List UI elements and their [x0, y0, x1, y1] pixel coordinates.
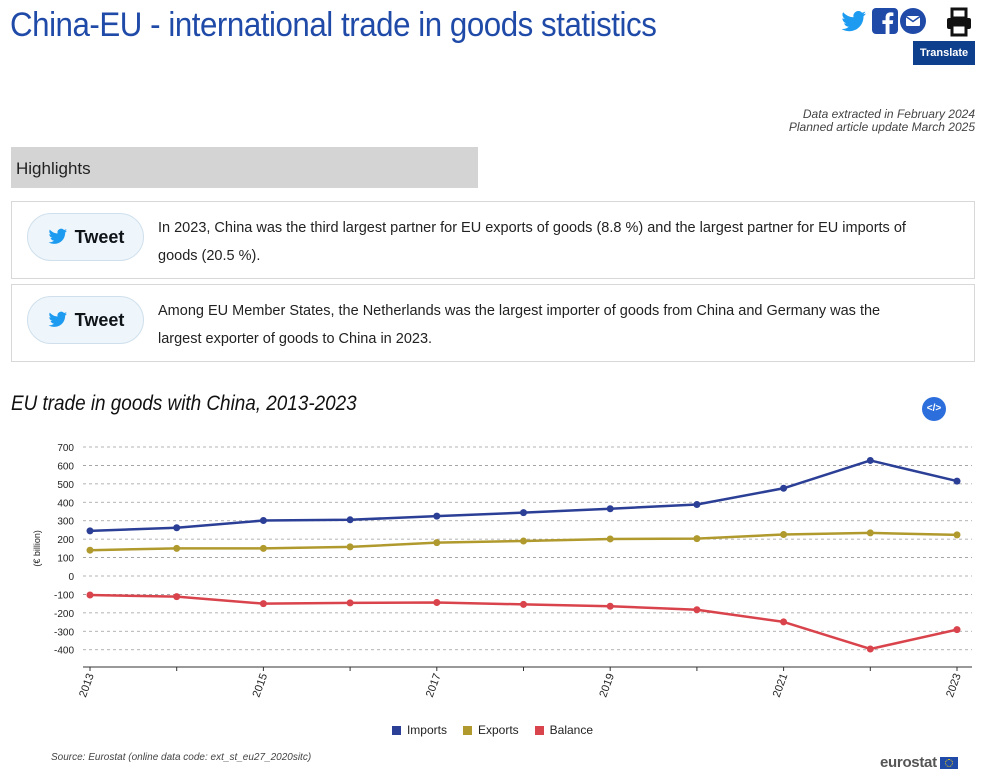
highlight-item: Tweet In 2023, China was the third large…: [11, 201, 975, 279]
data-point-exports: [693, 535, 701, 543]
legend-label: Imports: [406, 723, 447, 737]
legend-swatch: [462, 725, 472, 735]
data-point-exports: [259, 544, 267, 552]
data-point-balance: [173, 593, 181, 601]
y-tick-label: -200: [54, 609, 74, 620]
article-meta: Data extracted in February 2024 Planned …: [789, 108, 975, 134]
data-point-imports: [866, 456, 874, 464]
legend-swatch: [391, 725, 401, 735]
data-point-imports: [173, 524, 181, 532]
y-tick-label: -400: [54, 646, 74, 657]
highlight-item: Tweet Among EU Member States, the Nether…: [11, 284, 975, 362]
tweet-button[interactable]: Tweet: [27, 296, 144, 344]
data-point-balance: [433, 599, 441, 607]
y-tick-label: -100: [54, 590, 74, 601]
highlight-text: Among EU Member States, the Netherlands …: [158, 303, 881, 347]
data-point-balance: [259, 600, 267, 608]
line-chart: 700 600 500 400 300 200 100 0 -100 -200 -300 -400 (€…: [32, 443, 972, 699]
highlights-heading: Highlights: [16, 159, 91, 178]
x-tick-label: 2013: [77, 672, 97, 699]
data-point-balance: [953, 626, 961, 634]
legend-label: Balance: [549, 723, 594, 737]
data-point-balance: [693, 606, 701, 614]
tweet-button[interactable]: Tweet: [27, 213, 144, 261]
eurostat-logo: eurostat: [880, 754, 958, 771]
logo-text: eurostat: [880, 754, 937, 771]
translate-button[interactable]: Translate: [913, 41, 975, 65]
tweet-label: Tweet: [74, 226, 125, 247]
planned-update-date: Planned article update March 2025: [788, 120, 975, 134]
data-point-imports: [780, 484, 788, 492]
email-icon[interactable]: [899, 7, 927, 35]
y-tick-label: 500: [57, 480, 74, 491]
data-point-exports: [346, 543, 354, 551]
y-tick-label: 600: [57, 461, 74, 472]
legend-item-balance[interactable]: Balance: [534, 723, 594, 737]
data-point-imports: [86, 527, 94, 535]
chart-source: Source: Eurostat (online data code: ext_…: [51, 752, 312, 763]
twitter-icon[interactable]: [840, 7, 868, 35]
y-tick-label: -300: [54, 627, 74, 638]
legend-swatch: [534, 725, 544, 735]
data-point-balance: [520, 600, 527, 608]
highlight-text: In 2023, China was the third largest par…: [158, 220, 906, 264]
data-point-balance: [86, 591, 94, 599]
data-point-imports: [693, 500, 701, 508]
data-point-imports: [346, 516, 354, 524]
y-tick-label: 200: [57, 535, 74, 546]
data-point-exports: [866, 529, 874, 537]
y-tick-label: 100: [57, 554, 74, 565]
x-tick-label: 2021: [771, 672, 791, 699]
data-point-imports: [606, 505, 614, 513]
data-point-exports: [780, 531, 788, 539]
data-point-imports: [259, 517, 267, 525]
data-extracted-date: Data extracted in February 2024: [802, 107, 975, 121]
x-tick-label: 2019: [597, 672, 617, 699]
y-tick-label: 300: [57, 517, 74, 528]
legend-label: Exports: [477, 723, 519, 737]
data-point-imports: [520, 509, 527, 517]
print-icon[interactable]: [944, 7, 974, 37]
legend-item-imports[interactable]: Imports: [391, 723, 447, 737]
legend-item-exports[interactable]: Exports: [462, 723, 519, 737]
chart-title: EU trade in goods with China, 2013-2023: [11, 392, 357, 415]
data-point-exports: [173, 544, 181, 552]
data-point-exports: [433, 539, 441, 547]
series-line-imports: [89, 459, 958, 533]
x-tick-label: 2017: [424, 672, 444, 699]
embed-code-button[interactable]: </>: [922, 397, 946, 421]
page-title: China-EU - international trade in goods …: [10, 6, 657, 44]
eu-flag-icon: [939, 756, 958, 769]
chart-legend: Imports Exports Balance: [0, 723, 985, 737]
facebook-icon[interactable]: [871, 7, 899, 35]
x-tick-label: 2015: [251, 672, 271, 699]
y-tick-label: 700: [57, 443, 74, 454]
data-point-exports: [606, 535, 614, 543]
y-tick-label: 400: [57, 498, 74, 509]
data-point-balance: [346, 599, 354, 607]
data-point-balance: [606, 602, 614, 610]
data-point-imports: [953, 477, 961, 485]
y-tick-label: 0: [68, 572, 74, 583]
data-point-balance: [780, 618, 788, 626]
data-point-imports: [433, 512, 441, 520]
highlights-header: Highlights: [11, 147, 478, 188]
data-point-exports: [520, 537, 527, 545]
tweet-label: Tweet: [74, 309, 125, 330]
data-point-balance: [866, 645, 874, 653]
twitter-icon: [48, 228, 67, 244]
x-tick-label: 2023: [944, 672, 964, 699]
twitter-icon: [48, 311, 67, 327]
y-axis-label: (€ billion): [32, 530, 42, 567]
data-point-exports: [953, 531, 961, 539]
data-point-exports: [86, 546, 94, 554]
